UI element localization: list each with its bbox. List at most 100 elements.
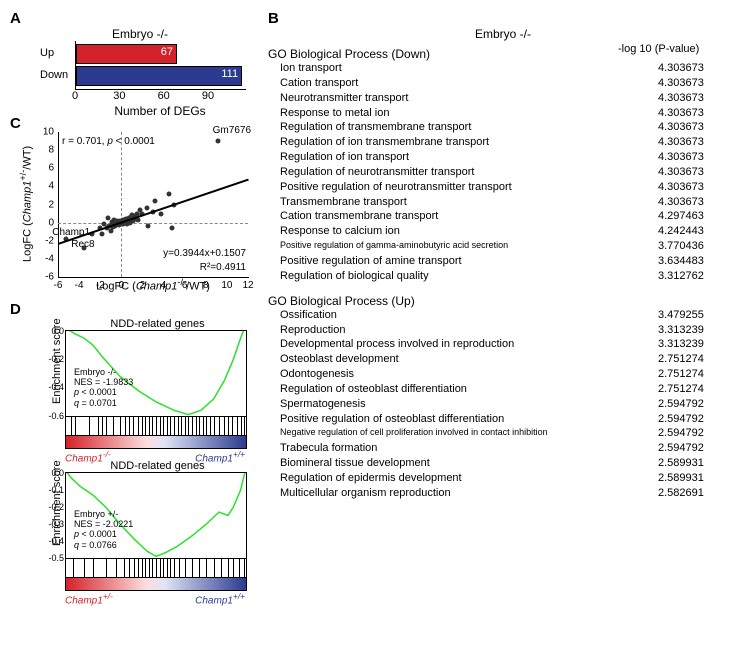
go-row: Multicellular organism reproduction2.582… [268,486,737,501]
gsea-tick [71,417,72,435]
go-row: Regulation of ion transport4.303673 [268,150,737,165]
c-xtick: 0 [119,280,125,291]
go-row: Positive regulation of neurotransmitter … [268,180,737,195]
go-value: 3.313239 [658,337,737,352]
gsea-tick [129,559,130,577]
b-header-right: -log 10 (P-value) [618,43,737,61]
go-row: Developmental process involved in reprod… [268,337,737,352]
gsea-tick [156,559,157,577]
gsea-tick [196,417,197,435]
go-row: Ossification3.479255 [268,308,737,323]
go-value: 2.594792 [658,426,737,441]
gsea-tick [149,417,150,435]
go-term: Positive regulation of neurotransmitter … [268,180,658,195]
go-term: Cation transport [268,76,658,91]
scatter-point [153,198,158,203]
go-term: Reproduction [268,323,658,338]
gsea-curve-area: 0.0-0.1-0.2-0.3-0.4-0.5Embryo +/-NES = -… [65,472,247,559]
c-xtick: 2 [140,280,146,291]
gsea-tick [133,417,134,435]
gsea-tick [73,559,74,577]
scatter-point [216,139,221,144]
c-point-label: Rec8 [71,239,94,250]
gsea-tick [120,417,121,435]
a-xtick: 60 [158,90,170,102]
gsea-tick [174,559,175,577]
gsea-tick [102,417,103,435]
go-row: Transmembrane transport4.303673 [268,195,737,210]
go-value: 3.312762 [658,269,737,284]
gsea-tick [163,559,164,577]
panel-a-label: A [10,10,21,27]
go-value: 2.594792 [658,397,737,412]
gsea-stats: Embryo -/-NES = -1.9833p < 0.0001q = 0.0… [74,367,133,408]
gsea-tick [113,417,114,435]
go-term: Regulation of ion transmembrane transpor… [268,135,658,150]
go-value: 2.751274 [658,352,737,367]
go-term: Biomineral tissue development [268,456,658,471]
gsea-tick [142,559,143,577]
go-value: 2.589931 [658,471,737,486]
gsea-ticks-area [65,417,247,435]
c-xtick: -4 [75,280,84,291]
gsea-ytick: -0.4 [48,382,64,392]
go-term: Multicellular organism reproduction [268,486,658,501]
go-row: Regulation of neurotransmitter transport… [268,165,737,180]
go-row: Positive regulation of amine transport3.… [268,254,737,269]
go-value: 4.303673 [658,76,737,91]
gsea-stats: Embryo +/-NES = -2.0221p < 0.0001q = 0.0… [74,509,133,550]
gsea-tick [224,417,225,435]
go-value: 2.594792 [658,441,737,456]
go-value: 3.313239 [658,323,737,338]
go-term: Developmental process involved in reprod… [268,337,658,352]
gsea-tick [199,559,200,577]
go-row: Ion transport4.303673 [268,61,737,76]
c-equation: y=0.3944x+0.1507 [163,248,246,259]
scatter-point [170,226,175,231]
b-down-title: GO Biological Process (Down) [268,47,430,61]
gsea-tick [106,559,107,577]
gsea-tick [170,417,171,435]
go-row: Response to metal ion4.303673 [268,106,737,121]
gsea-tick [237,417,238,435]
scatter-point [136,217,141,222]
go-value: 4.303673 [658,120,737,135]
gsea-plot: Enrichment scoreNDD-related genes0.0-0.1… [55,460,250,592]
go-value: 3.479255 [658,308,737,323]
gsea-tick [138,417,139,435]
gsea-ytick: 0.0 [51,326,64,336]
a-ylabel-up: Up [40,47,54,59]
gsea-tick [219,417,220,435]
gsea-gradient [65,577,247,591]
gsea-tick [214,417,215,435]
gsea-tick [152,417,153,435]
gsea-ytick: -0.1 [48,485,64,495]
go-value: 4.303673 [658,165,737,180]
c-xtick: 10 [221,280,232,291]
panel-a: A Embryo -/- Up Down 67111 0306090 Numbe… [10,10,260,107]
panel-b: B Embryo -/- GO Biological Process (Down… [268,10,737,602]
panel-b-label: B [268,10,279,27]
gsea-tick [244,417,245,435]
go-value: 2.594792 [658,412,737,427]
gsea-tick [129,417,130,435]
gsea-tick [116,559,117,577]
gsea-tick [98,417,99,435]
c-xtick: 8 [203,280,209,291]
gsea-tick [185,559,186,577]
c-ylabel: LogFC (Champ1+/-/WT) [18,146,34,262]
c-xtick: 12 [242,280,253,291]
c-ytick: 4 [48,181,54,192]
c-stats: r = 0.701, p < 0.0001 [62,136,155,147]
gsea-tick [152,559,153,577]
c-xtick: -2 [96,280,105,291]
a-xtick: 0 [72,90,78,102]
gsea-gradient [65,435,247,449]
go-value: 3.634483 [658,254,737,269]
go-term: Regulation of epidermis development [268,471,658,486]
scatter-point [159,211,164,216]
c-ytick: 6 [48,163,54,174]
a-xtick: 30 [113,90,125,102]
gsea-ytick: 0.0 [51,468,64,478]
gsea-tick [138,559,139,577]
